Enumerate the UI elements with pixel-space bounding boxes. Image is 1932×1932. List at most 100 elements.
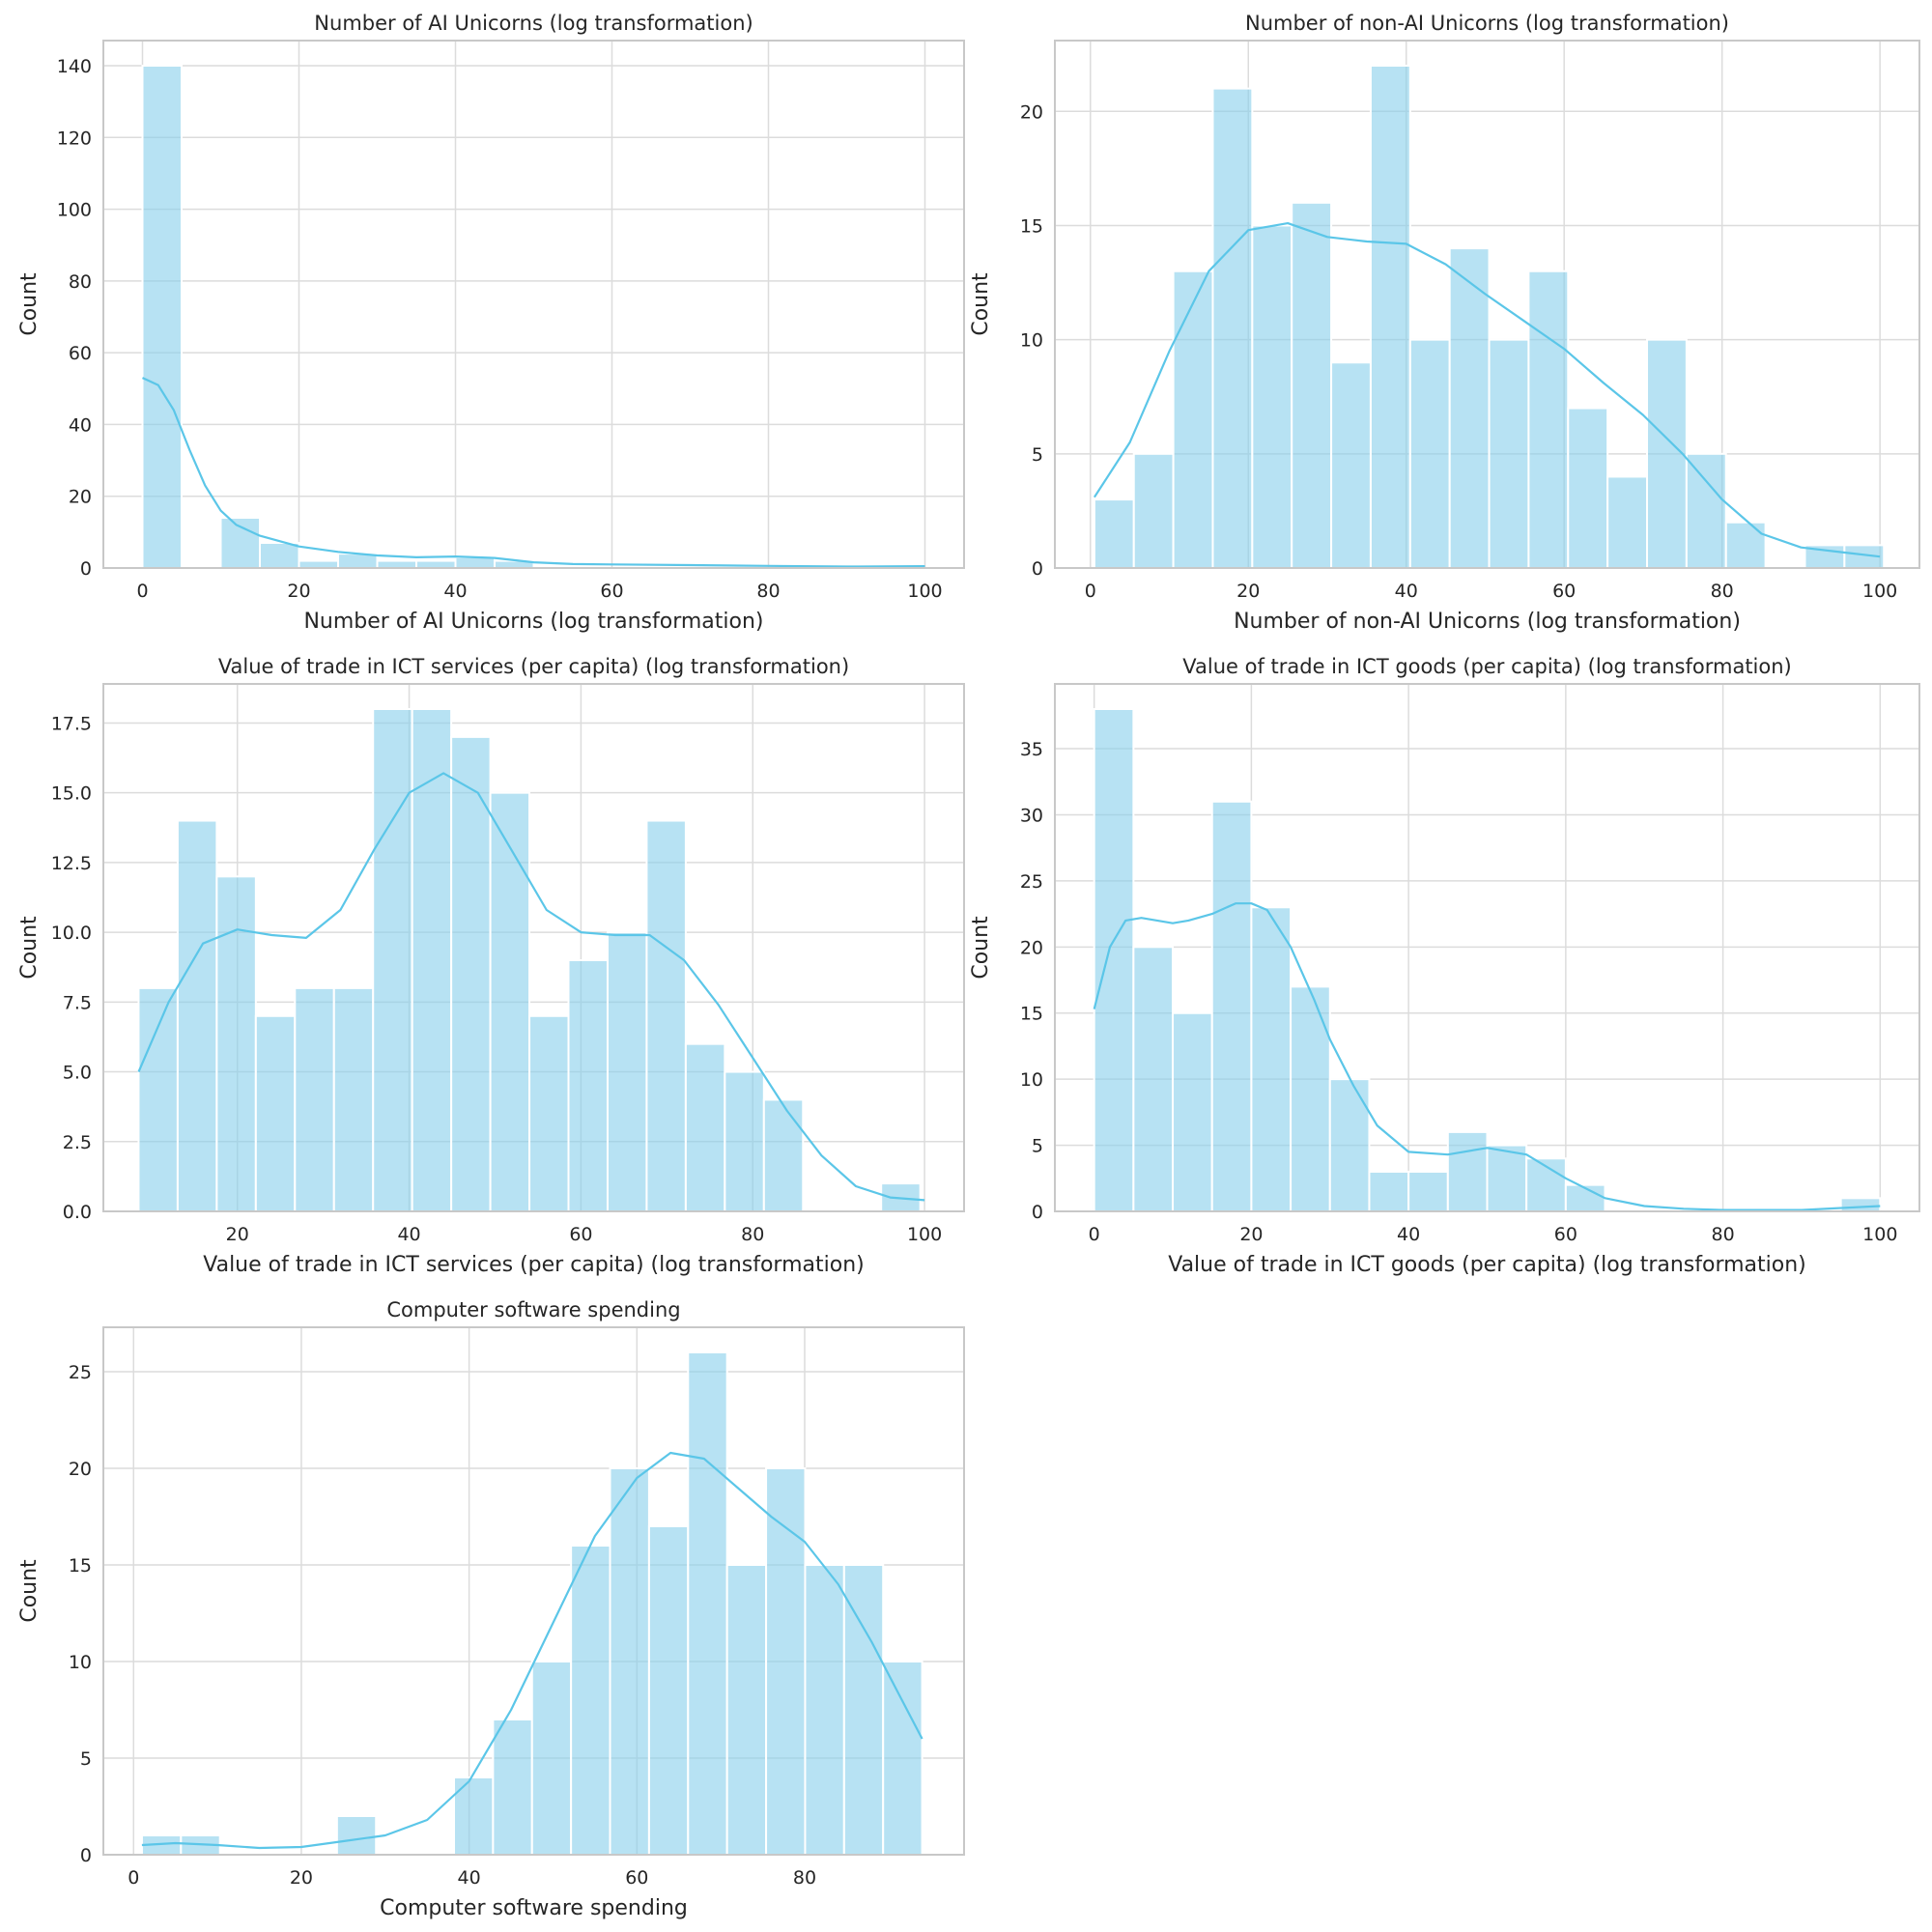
axes-frame (102, 683, 965, 1212)
kde-line (142, 377, 925, 568)
kde-line (137, 772, 925, 1202)
y-tick-label: 20 (1020, 937, 1043, 958)
y-axis-label: Count (17, 916, 42, 980)
histogram-bar (1132, 946, 1175, 1212)
x-tick-label: 20 (290, 1867, 313, 1889)
histogram-bar (298, 559, 339, 569)
histogram-bar (724, 1070, 765, 1212)
x-tick-label: 60 (625, 1867, 648, 1889)
histogram-bar (1290, 985, 1331, 1212)
histogram-bar (215, 875, 257, 1212)
y-axis-label: Count (969, 272, 993, 336)
x-axis-label: Value of trade in ICT goods (per capita)… (1168, 1253, 1806, 1277)
histogram-bar (1251, 224, 1293, 569)
histogram-bar (1210, 800, 1253, 1213)
y-tick-label: 20 (69, 1459, 92, 1480)
histogram-bar (1486, 1144, 1528, 1213)
y-tick-label: 0 (80, 558, 92, 580)
y-tick-label: 80 (69, 271, 92, 293)
histogram-bar (137, 986, 179, 1213)
y-tick-label: 15 (1020, 1004, 1043, 1025)
x-tick-label: 0 (128, 1867, 139, 1889)
chart-panel-4: 0 20 40 60 80 100 0 5 10 15 20 25 30 35 Value of trade… (969, 655, 1920, 1277)
y-tick-label: 20 (1020, 101, 1043, 123)
x-tick-label: 40 (458, 1867, 481, 1889)
kde-line (141, 1451, 923, 1850)
y-tick-label: 10.0 (51, 923, 92, 944)
histogram-bar (1646, 338, 1688, 569)
histogram-bar (645, 819, 687, 1212)
histogram-bar (259, 542, 300, 569)
histogram-bar (1408, 338, 1451, 569)
histogram-bar (372, 708, 413, 1212)
x-tick-label: 20 (226, 1224, 249, 1245)
histogram-bar (528, 1014, 570, 1213)
y-tick-label: 15 (1020, 215, 1043, 237)
x-tick-label: 60 (1554, 1224, 1577, 1245)
histogram-bar (1839, 1197, 1882, 1213)
x-axis-label: Number of AI Unicorns (log transformatio… (303, 610, 763, 634)
kde-line (1093, 902, 1881, 1211)
y-tick-label: 60 (69, 343, 92, 364)
histogram-bar (647, 1525, 690, 1856)
histogram-bar (1093, 498, 1135, 569)
y-tick-label: 12.5 (51, 853, 92, 874)
y-tick-label: 0.0 (63, 1202, 92, 1223)
y-tick-label: 17.5 (51, 713, 92, 734)
histogram-bar (882, 1661, 923, 1856)
histogram-bar (1368, 1170, 1410, 1213)
chart-panel-5: 0 20 40 60 80 0 5 10 15 20 25 Computer software spe… (17, 1298, 965, 1920)
histogram-bar (1093, 708, 1135, 1212)
histogram-bar (530, 1661, 573, 1856)
histogram-bar (567, 959, 609, 1212)
y-tick-label: 20 (69, 487, 92, 508)
histogram-bar (1685, 452, 1727, 569)
axes-frame (1054, 40, 1920, 569)
kde-line (1093, 222, 1881, 558)
histogram-bar (1211, 87, 1254, 570)
histogram-bar (1527, 270, 1570, 569)
x-axis-label: Computer software spending (380, 1896, 688, 1920)
histogram-bar (489, 791, 531, 1213)
histogram-bar (1407, 1170, 1449, 1213)
histogram-bar (219, 517, 261, 569)
histogram-bar (1172, 1011, 1213, 1212)
histogram-bar (332, 986, 375, 1213)
histogram-bar (1488, 338, 1530, 569)
x-tick-label: 20 (1236, 581, 1260, 602)
x-axis-label: Number of non-AI Unicorns (log transform… (1234, 610, 1741, 634)
x-tick-label: 100 (907, 1224, 942, 1245)
histogram-bar (762, 1098, 805, 1213)
x-tick-label: 20 (287, 581, 310, 602)
x-tick-label: 80 (793, 1867, 816, 1889)
histogram-bar (804, 1564, 845, 1856)
axes-frame (102, 1326, 965, 1856)
y-tick-label: 10 (69, 1652, 92, 1673)
y-tick-label: 0 (80, 1845, 92, 1866)
y-tick-label: 25 (69, 1362, 92, 1383)
histogram-bar (492, 1719, 533, 1856)
x-tick-label: 40 (1395, 581, 1418, 602)
histogram-bar (1369, 65, 1411, 569)
histogram-bar (176, 819, 218, 1212)
y-tick-label: 100 (57, 200, 92, 221)
x-axis-label: Value of trade in ICT services (per capi… (203, 1253, 864, 1277)
histogram-bar (609, 1467, 650, 1856)
x-tick-label: 80 (1711, 1224, 1734, 1245)
x-tick-label: 60 (1552, 581, 1576, 602)
histogram-bar (687, 1351, 728, 1856)
chart-title: Computer software spending (386, 1298, 680, 1321)
y-tick-label: 30 (1020, 805, 1043, 826)
histogram-bar (450, 735, 492, 1213)
x-tick-label: 40 (1397, 1224, 1420, 1245)
y-tick-label: 5 (80, 1748, 92, 1770)
y-axis-label: Count (969, 916, 993, 980)
x-tick-label: 0 (1085, 581, 1096, 602)
x-tick-label: 20 (1239, 1224, 1263, 1245)
histogram-bar (1567, 407, 1609, 569)
y-tick-label: 35 (1020, 739, 1043, 760)
y-tick-label: 15.0 (51, 783, 92, 805)
x-tick-label: 60 (600, 581, 623, 602)
chart-panel-3: 20 40 60 80 100 0.0 2.5 5.0 7.5 10.0 12.5 15.0 17.5 V… (17, 655, 965, 1277)
